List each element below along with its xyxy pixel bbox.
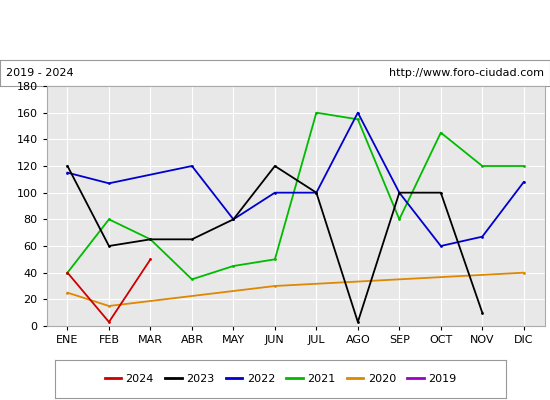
Text: 2019 - 2024: 2019 - 2024 xyxy=(6,68,73,78)
Text: Evolucion Nº Turistas Nacionales en el municipio de Alarba: Evolucion Nº Turistas Nacionales en el m… xyxy=(50,10,500,24)
Text: http://www.foro-ciudad.com: http://www.foro-ciudad.com xyxy=(389,68,544,78)
Legend: 2024, 2023, 2022, 2021, 2020, 2019: 2024, 2023, 2022, 2021, 2020, 2019 xyxy=(100,370,461,388)
